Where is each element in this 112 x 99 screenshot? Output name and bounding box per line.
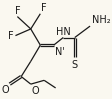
Text: F: F	[41, 3, 47, 13]
Text: F: F	[8, 31, 14, 41]
Text: O: O	[1, 85, 9, 95]
Text: NH₂: NH₂	[92, 15, 111, 25]
Text: F: F	[15, 6, 20, 16]
Text: HN: HN	[56, 27, 71, 37]
Text: O: O	[32, 86, 39, 96]
Text: N': N'	[55, 47, 65, 57]
Text: S: S	[72, 60, 78, 70]
